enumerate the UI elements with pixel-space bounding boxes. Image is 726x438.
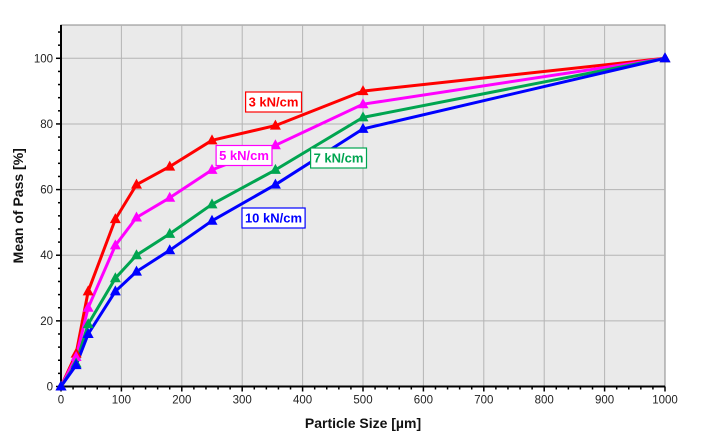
data-point-marker — [269, 139, 281, 150]
x-tick-label: 500 — [353, 395, 372, 407]
data-point-marker — [131, 265, 142, 276]
label-box-border — [215, 144, 273, 167]
data-point-marker — [206, 163, 218, 174]
label-box-border — [241, 207, 306, 229]
series-label-text: 10 kN/cm — [245, 211, 302, 226]
data-point-marker — [70, 359, 82, 370]
x-tick-label: 300 — [233, 395, 252, 407]
series-lines — [55, 52, 671, 391]
series-label-box: 3 kN/cm — [245, 91, 303, 113]
data-point-marker — [82, 327, 94, 338]
x-tick-label: 0 — [58, 395, 64, 407]
data-point-marker — [109, 213, 121, 224]
data-point-marker — [131, 178, 142, 189]
x-tick-label: 900 — [595, 395, 614, 407]
y-tick-label: 80 — [40, 119, 53, 131]
data-point-marker — [659, 52, 671, 63]
data-point-marker — [82, 301, 94, 312]
data-point-marker — [164, 244, 176, 255]
data-point-marker — [357, 122, 369, 133]
y-tick-label: 100 — [34, 53, 53, 65]
y-tick-label: 0 — [47, 382, 53, 394]
data-point-marker — [357, 98, 369, 109]
y-axis-title: Mean of Pass [%] — [10, 148, 26, 263]
series-label-box: 7 kN/cm — [310, 147, 368, 169]
series-5-kn-cm — [59, 56, 666, 388]
series-label-text: 3 kN/cm — [249, 95, 299, 110]
series-line — [59, 56, 666, 388]
data-point-marker — [109, 272, 121, 283]
data-point-marker — [206, 134, 218, 145]
data-point-marker — [206, 198, 218, 209]
label-box-border — [310, 147, 368, 169]
grid-lines — [61, 25, 665, 387]
data-point-marker — [70, 350, 82, 361]
label-box-border — [245, 91, 303, 113]
data-point-marker — [164, 227, 176, 238]
data-point-marker — [357, 111, 369, 122]
data-point-marker — [82, 318, 94, 329]
series-3-kn-cm — [59, 56, 666, 388]
data-point-marker — [131, 211, 142, 222]
series-labels: 3 kN/cm 5 kN/cm 7 kN/cm 10 kN/cm — [215, 91, 368, 229]
data-point-marker — [269, 163, 281, 174]
data-point-marker — [164, 160, 176, 171]
data-point-marker — [82, 285, 94, 296]
x-tick-label: 600 — [414, 395, 433, 407]
data-point-marker — [55, 380, 67, 391]
x-tick-label: 800 — [535, 395, 554, 407]
data-point-marker — [357, 85, 369, 96]
data-point-marker — [109, 239, 121, 250]
x-tick-label: 700 — [474, 395, 493, 407]
y-tick-label: 60 — [40, 185, 53, 197]
data-point-marker — [269, 119, 281, 130]
series-markers — [55, 52, 671, 391]
y-tick-label: 20 — [40, 316, 53, 328]
x-tick-label: 200 — [172, 395, 191, 407]
x-axis-title: Particle Size [µm] — [305, 415, 421, 431]
series-label-box: 10 kN/cm — [241, 207, 306, 229]
data-point-marker — [269, 178, 281, 189]
data-point-marker — [131, 249, 142, 260]
data-point-marker — [109, 285, 121, 296]
y-tick-label: 40 — [40, 250, 53, 262]
series-label-text: 7 kN/cm — [314, 151, 364, 166]
series-label-box: 5 kN/cm — [215, 144, 273, 167]
x-tick-label: 400 — [293, 395, 312, 407]
x-tick-label: 100 — [112, 395, 131, 407]
series-line — [59, 56, 666, 388]
axes: 0 100 200 300 400 500 600 700 800 900 1000 0 20 40 60 8… — [34, 25, 678, 407]
x-tick-label: 1000 — [652, 395, 678, 407]
data-point-marker — [164, 191, 176, 202]
series-line — [59, 56, 666, 388]
series-7-kn-cm — [59, 56, 666, 388]
data-point-marker — [206, 214, 218, 225]
series-label-text: 5 kN/cm — [219, 148, 269, 163]
